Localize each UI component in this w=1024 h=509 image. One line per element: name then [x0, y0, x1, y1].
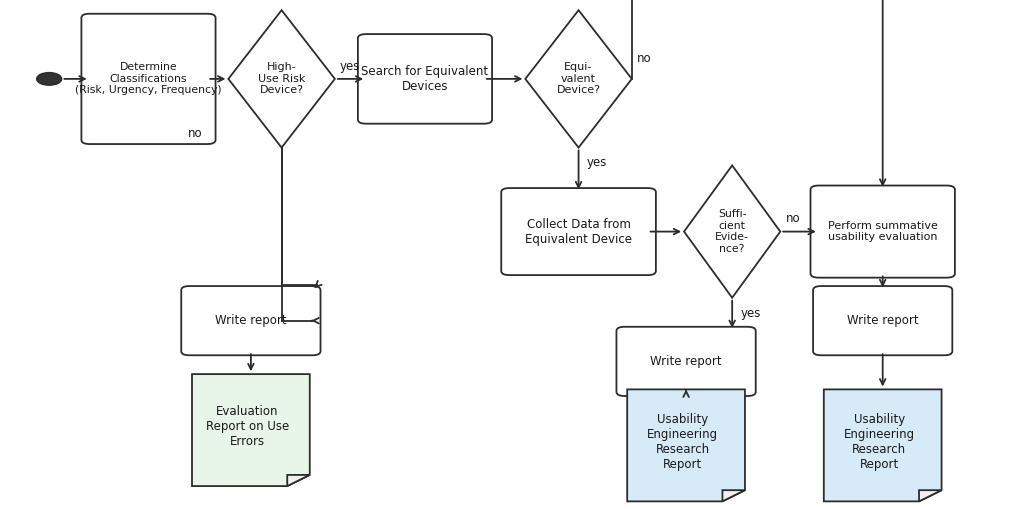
Polygon shape — [287, 475, 309, 486]
Text: Write report: Write report — [215, 314, 287, 327]
Text: Determine
Classifications
(Risk, Urgency, Frequency): Determine Classifications (Risk, Urgency… — [75, 62, 222, 96]
Text: yes: yes — [340, 60, 360, 73]
Polygon shape — [627, 389, 745, 501]
Text: no: no — [637, 52, 651, 65]
FancyBboxPatch shape — [501, 188, 655, 275]
Text: Usability
Engineering
Research
Report: Usability Engineering Research Report — [844, 413, 914, 471]
FancyBboxPatch shape — [811, 186, 954, 278]
Text: Suffi-
cient
Evide-
nce?: Suffi- cient Evide- nce? — [715, 209, 750, 254]
Polygon shape — [920, 490, 942, 501]
Polygon shape — [823, 389, 942, 501]
Text: Search for Equivalent
Devices: Search for Equivalent Devices — [361, 65, 488, 93]
Text: High-
Use Risk
Device?: High- Use Risk Device? — [258, 62, 305, 96]
Polygon shape — [723, 490, 745, 501]
FancyBboxPatch shape — [358, 34, 492, 124]
Text: Write report: Write report — [847, 314, 919, 327]
FancyBboxPatch shape — [813, 286, 952, 355]
Text: Usability
Engineering
Research
Report: Usability Engineering Research Report — [647, 413, 718, 471]
Text: Write report: Write report — [650, 355, 722, 368]
Text: Evaluation
Report on Use
Errors: Evaluation Report on Use Errors — [206, 405, 289, 448]
Text: Collect Data from
Equivalent Device: Collect Data from Equivalent Device — [525, 217, 632, 246]
Polygon shape — [684, 165, 780, 298]
Text: Equi-
valent
Device?: Equi- valent Device? — [557, 62, 600, 96]
FancyBboxPatch shape — [81, 14, 215, 144]
Text: no: no — [187, 127, 202, 140]
Polygon shape — [193, 374, 309, 486]
FancyBboxPatch shape — [181, 286, 321, 355]
Circle shape — [37, 73, 61, 85]
Text: Perform summative
usability evaluation: Perform summative usability evaluation — [827, 221, 938, 242]
Polygon shape — [525, 10, 632, 148]
FancyBboxPatch shape — [616, 327, 756, 396]
Text: yes: yes — [587, 156, 607, 169]
Text: no: no — [785, 212, 800, 225]
Text: yes: yes — [740, 306, 761, 320]
Polygon shape — [228, 10, 335, 148]
